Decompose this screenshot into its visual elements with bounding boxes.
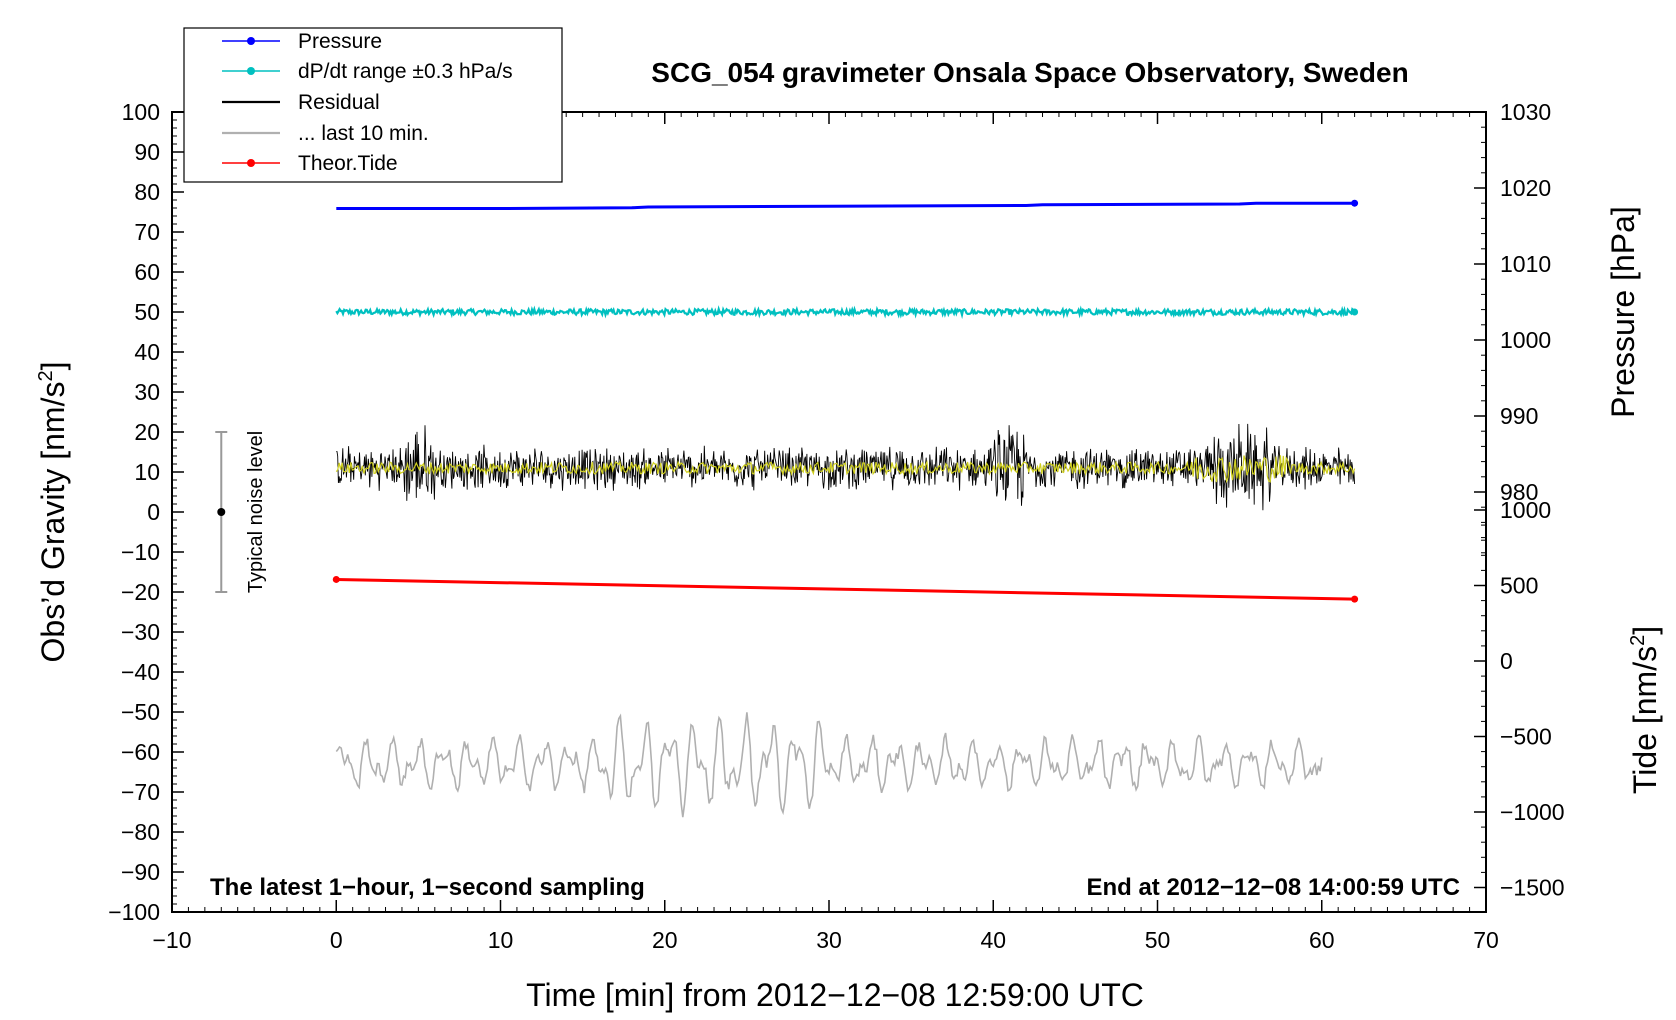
y-tick-label: 50	[134, 299, 160, 325]
tide-axis-title: Tide [nm/s2]	[1627, 626, 1663, 794]
y-tick-label: 100	[122, 99, 160, 125]
y-tick-label: −90	[121, 859, 160, 885]
tide-tick-label: 0	[1500, 648, 1513, 674]
y-tick-label: −80	[121, 819, 160, 845]
noise-indicator: Typical noise level	[215, 431, 267, 593]
pressure-end-marker	[1351, 199, 1359, 207]
y-axis-title-main: Obs’d Gravity [nm/s	[35, 382, 71, 663]
dpdt-end-marker	[1351, 308, 1359, 316]
y-tick-label: 30	[134, 379, 160, 405]
plot-area	[171, 111, 1487, 913]
pressure-tick-label: 1010	[1500, 251, 1551, 277]
y-tick-label: 80	[134, 179, 160, 205]
dpdt-line	[335, 305, 1356, 320]
annotation-bottom-left: The latest 1−hour, 1−second sampling	[210, 874, 645, 901]
y-tick-label: 70	[134, 219, 160, 245]
tide-tick-label: 500	[1500, 573, 1538, 599]
residual-line	[336, 423, 1356, 511]
pressure-tick-label: 1020	[1500, 175, 1551, 201]
tide-tick-label: −1500	[1500, 875, 1565, 901]
x-tick-label: 60	[1309, 927, 1335, 953]
legend-label-tide: Theor.Tide	[298, 152, 398, 175]
x-tick-label: 40	[980, 927, 1006, 953]
y-tick-label: −100	[108, 899, 160, 925]
x-tick-label: 20	[652, 927, 678, 953]
axis-ticks-layer: −10 0 10 20 30 40 50 60 701009080706050403020100…	[108, 99, 1564, 953]
y-tick-label: −30	[121, 619, 160, 645]
legend-label-dpdt: dP/dt range ±0.3 hPa/s	[298, 60, 513, 83]
legend-label-pressure: Pressure	[298, 30, 382, 53]
x-tick-label: −10	[152, 927, 191, 953]
legend: Pressure dP/dt range ±0.3 hPa/s Residual…	[183, 27, 563, 183]
y-axis-title-close: ]	[35, 362, 71, 371]
y-tick-label: 0	[147, 499, 160, 525]
legend-marker-dpdt	[247, 67, 255, 75]
tide-tick-label: −500	[1500, 724, 1552, 750]
y-tick-label: −50	[121, 699, 160, 725]
tide-start-marker	[332, 575, 340, 583]
series-layer	[332, 199, 1359, 818]
y-axis-title: Obs’d Gravity [nm/s2]	[35, 362, 71, 663]
x-tick-label: 50	[1145, 927, 1171, 953]
x-axis-title: Time [min] from 2012−12−08 12:59:00 UTC	[526, 977, 1144, 1013]
y-tick-label: 90	[134, 139, 160, 165]
y-tick-label: −40	[121, 659, 160, 685]
pressure-tick-label: 980	[1500, 479, 1538, 505]
tide-end-marker	[1351, 595, 1359, 603]
legend-marker-tide	[247, 159, 255, 167]
y-tick-label: −60	[121, 739, 160, 765]
y-tick-label: 10	[134, 459, 160, 485]
x-tick-label: 0	[330, 927, 343, 953]
pressure-tick-label: 990	[1500, 403, 1538, 429]
legend-label-last10: ... last 10 min.	[298, 122, 429, 145]
legend-marker-pressure	[247, 37, 255, 45]
legend-item-dpdt: dP/dt range ±0.3 hPa/s	[222, 60, 513, 83]
x-tick-label: 10	[488, 927, 514, 953]
x-tick-label: 70	[1473, 927, 1499, 953]
noise-center-dot	[217, 508, 226, 516]
legend-item-last10: ... last 10 min.	[222, 122, 429, 145]
tide-axis-title-sup: 2	[1627, 635, 1649, 646]
y-tick-label: −20	[121, 579, 160, 605]
tide-tick-label: 1000	[1500, 497, 1551, 523]
legend-box	[183, 27, 563, 183]
pressure-tick-label: 1000	[1500, 327, 1551, 353]
noise-label: Typical noise level	[245, 431, 267, 593]
tide-tick-label: −1000	[1500, 799, 1565, 825]
y-tick-label: −10	[121, 539, 160, 565]
chart-title: SCG_054 gravimeter Onsala Space Observat…	[651, 57, 1408, 88]
x-tick-label: 30	[816, 927, 842, 953]
legend-item-tide: Theor.Tide	[222, 152, 398, 175]
pressure-line	[336, 201, 1355, 210]
tide-axis-title-main: Tide [nm/s	[1627, 646, 1663, 794]
legend-label-residual: Residual	[298, 91, 380, 114]
y-tick-label: −70	[121, 779, 160, 805]
y-tick-label: 40	[134, 339, 160, 365]
legend-item-residual: Residual	[222, 91, 380, 114]
tide-line	[336, 578, 1355, 601]
residual-smoothed-line	[335, 455, 1356, 484]
annotation-bottom-right: End at 2012−12−08 14:00:59 UTC	[1086, 874, 1460, 901]
y-tick-label: 60	[134, 259, 160, 285]
pressure-tick-label: 1030	[1500, 99, 1551, 125]
y-axis-title-sup: 2	[35, 370, 57, 381]
pressure-axis-title: Pressure [hPa]	[1605, 206, 1641, 418]
legend-item-pressure: Pressure	[222, 30, 382, 53]
y-tick-label: 20	[134, 419, 160, 445]
last-10-min-line	[335, 712, 1323, 818]
tide-axis-title-close: ]	[1627, 626, 1663, 635]
